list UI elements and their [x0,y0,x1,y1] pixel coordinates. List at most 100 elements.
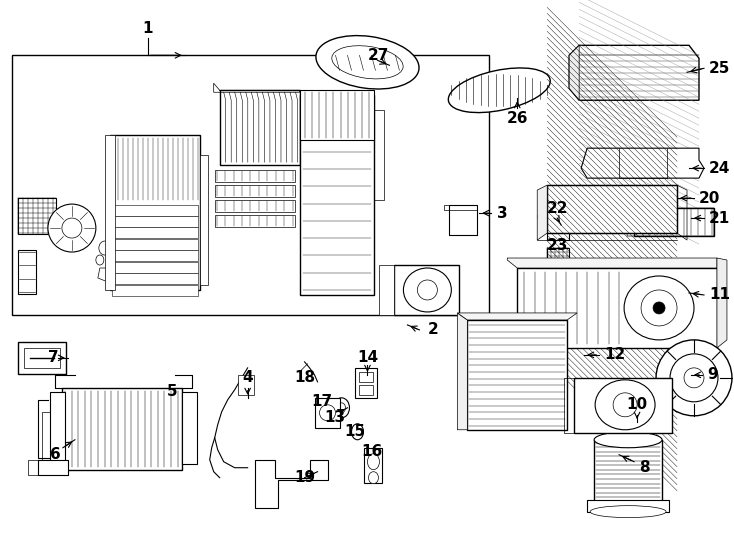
Ellipse shape [368,454,379,470]
Bar [112,250,197,261]
Text: 25: 25 [709,61,730,76]
Text: 13: 13 [324,410,345,426]
Polygon shape [537,185,548,240]
Ellipse shape [368,472,379,484]
Bar [214,215,294,227]
Bar [365,448,382,483]
Bar [449,205,477,235]
Text: 24: 24 [709,160,730,176]
Bar [587,500,669,512]
Polygon shape [717,258,727,348]
Text: 22: 22 [546,200,568,215]
Text: 20: 20 [699,191,720,206]
Text: 17: 17 [311,394,332,409]
Bar [112,205,197,216]
Bar [574,378,672,433]
Bar [24,348,60,368]
Ellipse shape [332,46,403,79]
Ellipse shape [121,258,128,266]
Bar [214,170,294,182]
Bar [548,185,677,233]
Bar [112,239,197,250]
Polygon shape [255,460,327,508]
Text: 26: 26 [506,111,528,126]
Ellipse shape [404,268,451,312]
Polygon shape [507,258,717,268]
Bar [18,250,36,294]
Bar [105,135,115,290]
Text: 23: 23 [547,238,568,253]
Bar [548,185,677,233]
Text: 16: 16 [361,444,382,459]
Polygon shape [379,265,394,315]
Bar [394,265,459,315]
Bar [200,155,208,285]
Ellipse shape [114,268,122,276]
Bar [112,273,197,284]
Polygon shape [457,313,577,320]
Text: 27: 27 [368,48,389,63]
Ellipse shape [594,432,662,448]
Bar [468,320,567,430]
Bar [12,55,490,315]
Ellipse shape [333,398,349,418]
Polygon shape [569,45,699,100]
Bar [238,375,254,395]
Ellipse shape [319,405,335,421]
Text: 8: 8 [639,460,650,475]
Ellipse shape [670,354,718,402]
Text: 3: 3 [497,206,508,220]
Ellipse shape [624,276,694,340]
Polygon shape [569,45,579,100]
Bar [299,95,374,295]
Text: 21: 21 [709,211,730,226]
Ellipse shape [613,393,637,417]
Bar [299,90,374,140]
Ellipse shape [448,68,550,112]
Ellipse shape [590,505,666,518]
Bar [50,392,65,464]
Ellipse shape [656,340,732,416]
Bar [634,208,714,236]
Ellipse shape [62,218,82,238]
Bar [219,90,299,165]
Bar [360,372,374,382]
Polygon shape [457,313,468,430]
Bar [594,440,662,505]
Ellipse shape [48,204,96,252]
Bar [214,200,294,212]
Bar [355,368,377,398]
Text: 4: 4 [242,370,253,386]
Bar [110,135,200,290]
Text: 5: 5 [167,384,177,399]
Bar [62,388,182,470]
Bar [548,215,569,240]
Text: 19: 19 [294,470,316,485]
Ellipse shape [641,290,677,326]
Ellipse shape [352,424,363,440]
Bar [360,385,374,395]
Bar [548,248,569,270]
Text: 10: 10 [627,397,647,413]
Ellipse shape [316,36,419,89]
Polygon shape [98,268,115,282]
Bar [38,460,68,475]
Bar [18,342,66,374]
Text: 9: 9 [707,367,718,382]
Ellipse shape [99,241,111,255]
Bar [112,262,197,273]
Bar [112,227,197,238]
Ellipse shape [684,368,704,388]
Bar [315,398,340,428]
Text: 7: 7 [48,350,59,366]
Bar [112,216,197,227]
Bar [214,185,294,197]
Ellipse shape [96,255,103,265]
Bar [517,268,717,348]
Bar [112,285,197,296]
Text: 15: 15 [344,424,365,439]
Ellipse shape [418,280,437,300]
Text: 12: 12 [604,347,625,362]
Bar [18,198,56,234]
Text: 14: 14 [357,350,378,366]
